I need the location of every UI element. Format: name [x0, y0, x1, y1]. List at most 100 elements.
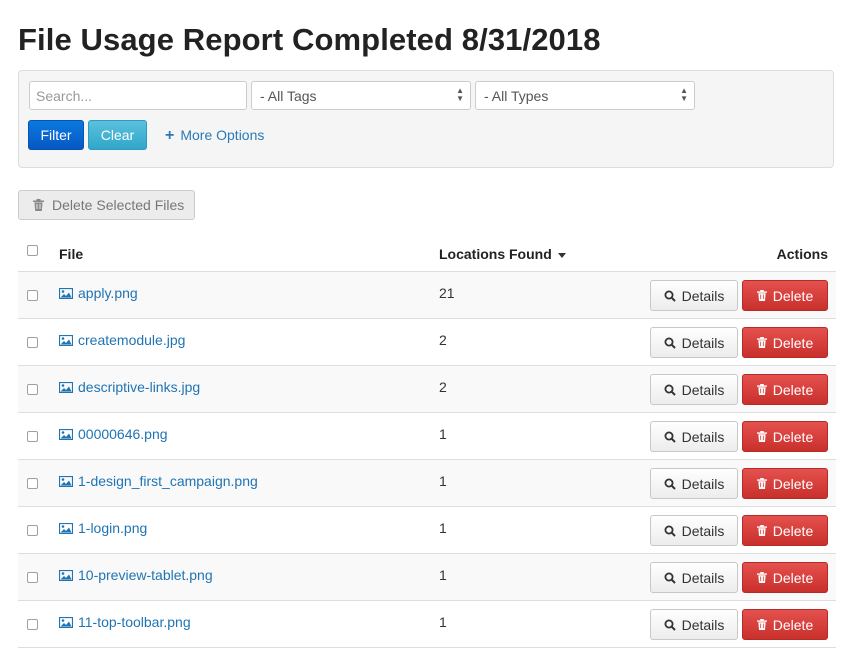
locations-count: 2 — [439, 332, 447, 348]
trash-icon — [756, 384, 767, 395]
file-name: 1-design_first_campaign.png — [78, 473, 258, 489]
image-icon — [59, 287, 73, 299]
delete-button[interactable]: Delete — [742, 421, 828, 452]
file-link[interactable]: descriptive-links.jpg — [59, 379, 200, 395]
file-link[interactable]: createmodule.jpg — [59, 332, 185, 348]
file-link[interactable]: 1-design_first_campaign.png — [59, 473, 258, 489]
details-button[interactable]: Details — [650, 515, 738, 546]
details-button[interactable]: Details — [650, 327, 738, 358]
row-checkbox[interactable] — [27, 525, 38, 536]
tags-select-value: - All Tags — [260, 88, 317, 104]
file-link[interactable]: apply.png — [59, 285, 138, 301]
column-header-locations[interactable]: Locations Found — [439, 246, 566, 262]
file-name: apply.png — [78, 285, 138, 301]
delete-button[interactable]: Delete — [742, 374, 828, 405]
filter-button[interactable]: Filter — [28, 120, 84, 150]
file-name: descriptive-links.jpg — [78, 379, 201, 395]
search-input[interactable] — [29, 81, 247, 110]
search-icon — [664, 525, 676, 537]
column-header-actions: Actions — [776, 246, 828, 262]
delete-selected-label: Delete Selected Files — [52, 197, 185, 213]
delete-button[interactable]: Delete — [742, 609, 828, 640]
delete-label: Delete — [772, 522, 814, 539]
search-icon — [664, 337, 676, 349]
details-button[interactable]: Details — [650, 421, 738, 452]
locations-count: 21 — [439, 285, 455, 301]
image-icon — [59, 334, 73, 346]
search-icon — [664, 572, 676, 584]
delete-button[interactable]: Delete — [742, 515, 828, 546]
details-button[interactable]: Details — [650, 280, 738, 311]
delete-label: Delete — [772, 428, 814, 445]
details-label: Details — [681, 334, 725, 351]
delete-label: Delete — [772, 334, 814, 351]
details-button[interactable]: Details — [650, 374, 738, 405]
file-link[interactable]: 00000646.png — [59, 426, 168, 442]
tags-select[interactable]: - All Tags ▲ ▼ — [251, 81, 471, 110]
image-icon — [59, 475, 73, 487]
filter-panel: - All Tags ▲▼ - All Types ▲▼ Filter Clea… — [18, 70, 834, 168]
delete-button[interactable]: Delete — [742, 327, 828, 358]
file-link[interactable]: 1-login.png — [59, 520, 147, 536]
row-checkbox[interactable] — [27, 431, 38, 442]
delete-label: Delete — [772, 569, 814, 586]
row-checkbox[interactable] — [27, 572, 38, 583]
row-checkbox[interactable] — [27, 384, 38, 395]
trash-icon — [756, 431, 767, 442]
table-row: 1-design_first_campaign.png 1 Details De… — [18, 460, 836, 507]
locations-count: 1 — [439, 426, 447, 442]
clear-button[interactable]: Clear — [88, 120, 147, 150]
details-label: Details — [681, 381, 725, 398]
details-button[interactable]: Details — [650, 609, 738, 640]
file-name: 1-login.png — [78, 520, 148, 536]
delete-button[interactable]: Delete — [742, 562, 828, 593]
table-row: 10-preview-tablet.png 1 Details Delete — [18, 554, 836, 601]
search-icon — [664, 619, 676, 631]
details-label: Details — [681, 569, 725, 586]
trash-icon — [756, 337, 767, 348]
trash-icon — [756, 290, 767, 301]
column-header-file[interactable]: File — [59, 246, 84, 262]
row-checkbox[interactable] — [27, 337, 38, 348]
file-name: 00000646.png — [78, 426, 168, 442]
details-button[interactable]: Details — [650, 468, 738, 499]
trash-icon — [33, 199, 44, 211]
search-icon — [664, 478, 676, 490]
table-row: 00000646.png 1 Details Delete — [18, 413, 836, 460]
file-name: createmodule.jpg — [78, 332, 186, 348]
locations-count: 1 — [439, 614, 447, 630]
row-checkbox[interactable] — [27, 619, 38, 630]
delete-button[interactable]: Delete — [742, 280, 828, 311]
file-link[interactable]: 10-preview-tablet.png — [59, 567, 213, 583]
row-checkbox[interactable] — [27, 478, 38, 489]
trash-icon — [756, 525, 767, 536]
locations-count: 1 — [439, 520, 447, 536]
select-all-checkbox[interactable] — [27, 245, 38, 256]
types-select[interactable]: - All Types ▲ ▼ — [475, 81, 695, 110]
locations-count: 1 — [439, 567, 447, 583]
caret-down-icon — [557, 252, 566, 258]
details-label: Details — [681, 522, 725, 539]
image-icon — [59, 428, 73, 440]
locations-count: 2 — [439, 379, 447, 395]
details-label: Details — [681, 287, 725, 304]
table-row: descriptive-links.jpg 2 Details Delete — [18, 366, 836, 413]
file-link[interactable]: 11-top-toolbar.png — [59, 614, 191, 630]
table-row: createmodule.jpg 2 Details Delete — [18, 319, 836, 366]
file-name: 11-top-toolbar.png — [78, 614, 191, 630]
delete-label: Delete — [772, 616, 814, 633]
table-row: 11-top-toolbar.png 1 Details Delete — [18, 601, 836, 648]
image-icon — [59, 616, 73, 628]
delete-selected-button[interactable]: Delete Selected Files — [18, 190, 195, 220]
types-select-value: - All Types — [484, 88, 549, 104]
table-row: 1-login.png 1 Details Delete — [18, 507, 836, 554]
more-options-link[interactable]: + More Options — [165, 127, 264, 145]
details-label: Details — [681, 616, 725, 633]
trash-icon — [756, 572, 767, 583]
details-label: Details — [681, 428, 725, 445]
row-checkbox[interactable] — [27, 290, 38, 301]
plus-icon: + — [165, 127, 175, 144]
select-arrows-icon: ▲ ▼ — [456, 86, 464, 103]
details-button[interactable]: Details — [650, 562, 738, 593]
delete-button[interactable]: Delete — [742, 468, 828, 499]
